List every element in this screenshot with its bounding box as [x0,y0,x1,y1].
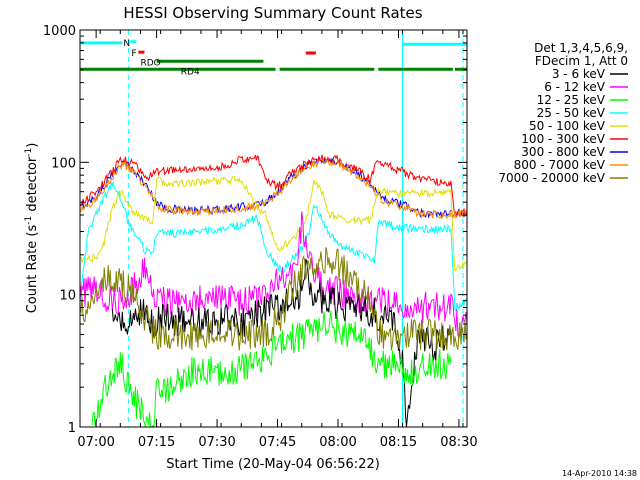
x-tick-label: 08:30 [440,435,477,450]
x-axis-label: Start Time (20-May-04 06:56:22) [166,457,380,472]
series-800-7000-kev [79,158,468,221]
chart-title: HESSI Observing Summary Count Rates [123,4,422,22]
x-tick-label: 08:00 [319,435,356,450]
plot-area: NF RDO RD4 [79,30,468,429]
series-25-50-kev [79,180,468,313]
legend-label: 100 - 300 keV [521,132,605,146]
x-tick-label: 07:15 [138,435,175,450]
flag-label-rdo: RDO [140,58,160,68]
x-tick-label: 07:45 [259,435,296,450]
legend-label: 25 - 50 keV [537,106,606,120]
series-6-12-kev [79,211,468,340]
y-tick-label: 100 [51,156,76,171]
y-axis: 1 10 100 1000 [43,24,467,436]
y-tick-label: 1000 [43,24,76,39]
flag-label-rd4: RD4 [181,67,200,77]
timestamp-footer: 14-Apr-2010 14:38 [562,469,637,478]
legend-label: 50 - 100 keV [529,119,606,133]
x-tick-label: 07:00 [77,435,114,450]
series-12-25-kev [91,310,452,429]
legend-label: 800 - 7000 keV [514,158,606,172]
legend-label: 12 - 25 keV [537,93,606,107]
y-axis-label: Count Rate (s-1 detector-1) [24,143,40,314]
flag-label-f: F [131,49,136,59]
legend-header: FDecim 1, Att 0 [535,54,628,68]
x-tick-label: 07:30 [198,435,235,450]
x-tick-label: 08:15 [380,435,417,450]
legend-label: 7000 - 20000 keV [498,171,605,185]
series-100-300-kev [79,154,468,217]
y-tick-label: 1 [68,421,76,436]
legend: Det 1,3,4,5,6,9,FDecim 1, Att 03 - 6 keV… [498,41,628,185]
legend-label: 3 - 6 keV [552,67,606,81]
legend-header: Det 1,3,4,5,6,9, [534,41,628,55]
series-50-100-kev [79,175,468,272]
plot-frame [79,29,468,428]
legend-label: 300 - 800 keV [521,145,605,159]
legend-label: 6 - 12 keV [544,80,606,94]
y-tick-label: 10 [59,289,76,304]
x-axis: 07:00 07:15 07:30 07:45 08:00 08:15 08:30 [77,30,478,450]
flag-label-n: N [123,39,130,49]
